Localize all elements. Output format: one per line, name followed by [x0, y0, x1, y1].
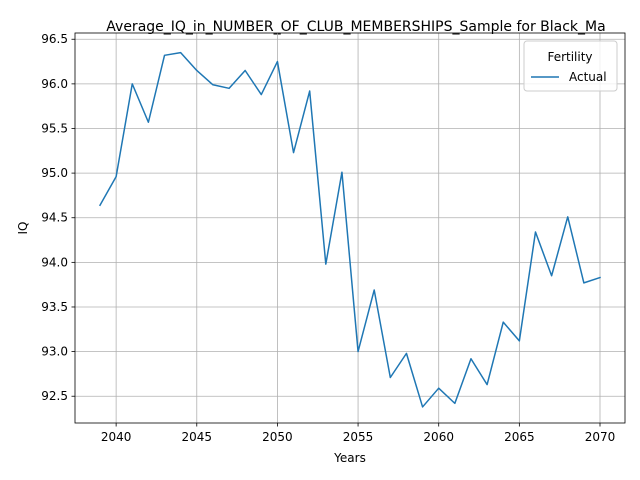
x-axis-ticks: 2040 2045 2050 2055 2060 2065 2070: [101, 423, 615, 444]
series-line-actual: [98, 51, 601, 408]
y-axis-label: IQ: [16, 222, 30, 235]
y-tick-label: 92.5: [41, 389, 68, 403]
y-tick-label: 95.5: [41, 121, 68, 135]
y-tick-label: 95.0: [41, 166, 68, 180]
x-tick-label: 2055: [343, 430, 374, 444]
y-tick-label: 93.5: [41, 300, 68, 314]
y-axis-ticks: 92.5 93.0 93.5 94.0 94.5 95.0 95.5 96.0 96.5: [41, 32, 75, 403]
x-axis-label: Years: [333, 451, 366, 465]
y-tick-label: 93.0: [41, 345, 68, 359]
x-tick-label: 2050: [262, 430, 293, 444]
y-tick-label: 96.5: [41, 32, 68, 46]
legend-label-actual: Actual: [569, 70, 607, 84]
grid-lines: [75, 33, 625, 423]
plot-frame: [74, 32, 626, 424]
legend-box: [523, 40, 618, 92]
y-tick-label: 94.0: [41, 255, 68, 269]
x-tick-label: 2065: [504, 430, 535, 444]
x-tick-label: 2060: [423, 430, 454, 444]
legend-title: Fertility: [547, 50, 592, 64]
legend: Fertility Actual: [523, 40, 618, 92]
y-tick-label: 94.5: [41, 211, 68, 225]
x-tick-label: 2070: [585, 430, 616, 444]
x-tick-label: 2040: [101, 430, 132, 444]
y-tick-label: 96.0: [41, 77, 68, 91]
series-lines: [98, 51, 601, 408]
chart-title: Average_IQ_in_NUMBER_OF_CLUB_MEMBERSHIPS…: [106, 19, 605, 35]
x-tick-label: 2045: [182, 430, 213, 444]
